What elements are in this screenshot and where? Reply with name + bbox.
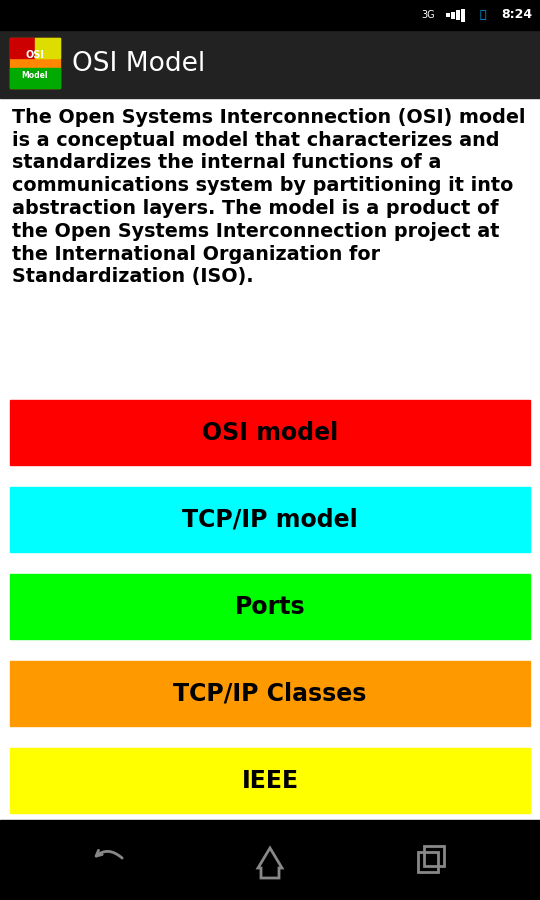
Bar	[10, 38, 60, 88]
Bar	[447, 13, 450, 17]
Bar	[35, 38, 60, 58]
Bar	[10, 400, 530, 465]
Text: TCP/IP model: TCP/IP model	[182, 508, 358, 532]
Bar	[424, 846, 444, 866]
Text: Model: Model	[22, 71, 48, 80]
Bar	[10, 68, 60, 88]
Text: TCP/IP Classes: TCP/IP Classes	[173, 681, 367, 706]
Bar	[10, 661, 530, 726]
Bar	[0, 98, 540, 820]
Text: 8:24: 8:24	[501, 8, 532, 22]
Bar	[10, 487, 530, 552]
Bar	[456, 10, 460, 20]
Text: OSI Model: OSI Model	[72, 51, 205, 77]
Text: 3G: 3G	[421, 10, 435, 20]
Bar	[10, 748, 530, 813]
Bar	[0, 820, 540, 900]
Text: IEEE: IEEE	[241, 769, 299, 793]
Text: Ports: Ports	[235, 595, 305, 618]
Text: OSI: OSI	[25, 50, 44, 60]
Bar	[462, 8, 465, 22]
Bar	[0, 0, 540, 30]
Bar	[0, 30, 540, 98]
Text: The Open Systems Interconnection (OSI) model
is a conceptual model that characte: The Open Systems Interconnection (OSI) m…	[12, 108, 525, 286]
Text: OSI model: OSI model	[202, 420, 338, 445]
Bar	[10, 574, 530, 639]
Bar	[10, 38, 35, 58]
Bar	[451, 12, 455, 19]
Bar	[418, 852, 438, 872]
Text: 🔋: 🔋	[480, 10, 487, 20]
